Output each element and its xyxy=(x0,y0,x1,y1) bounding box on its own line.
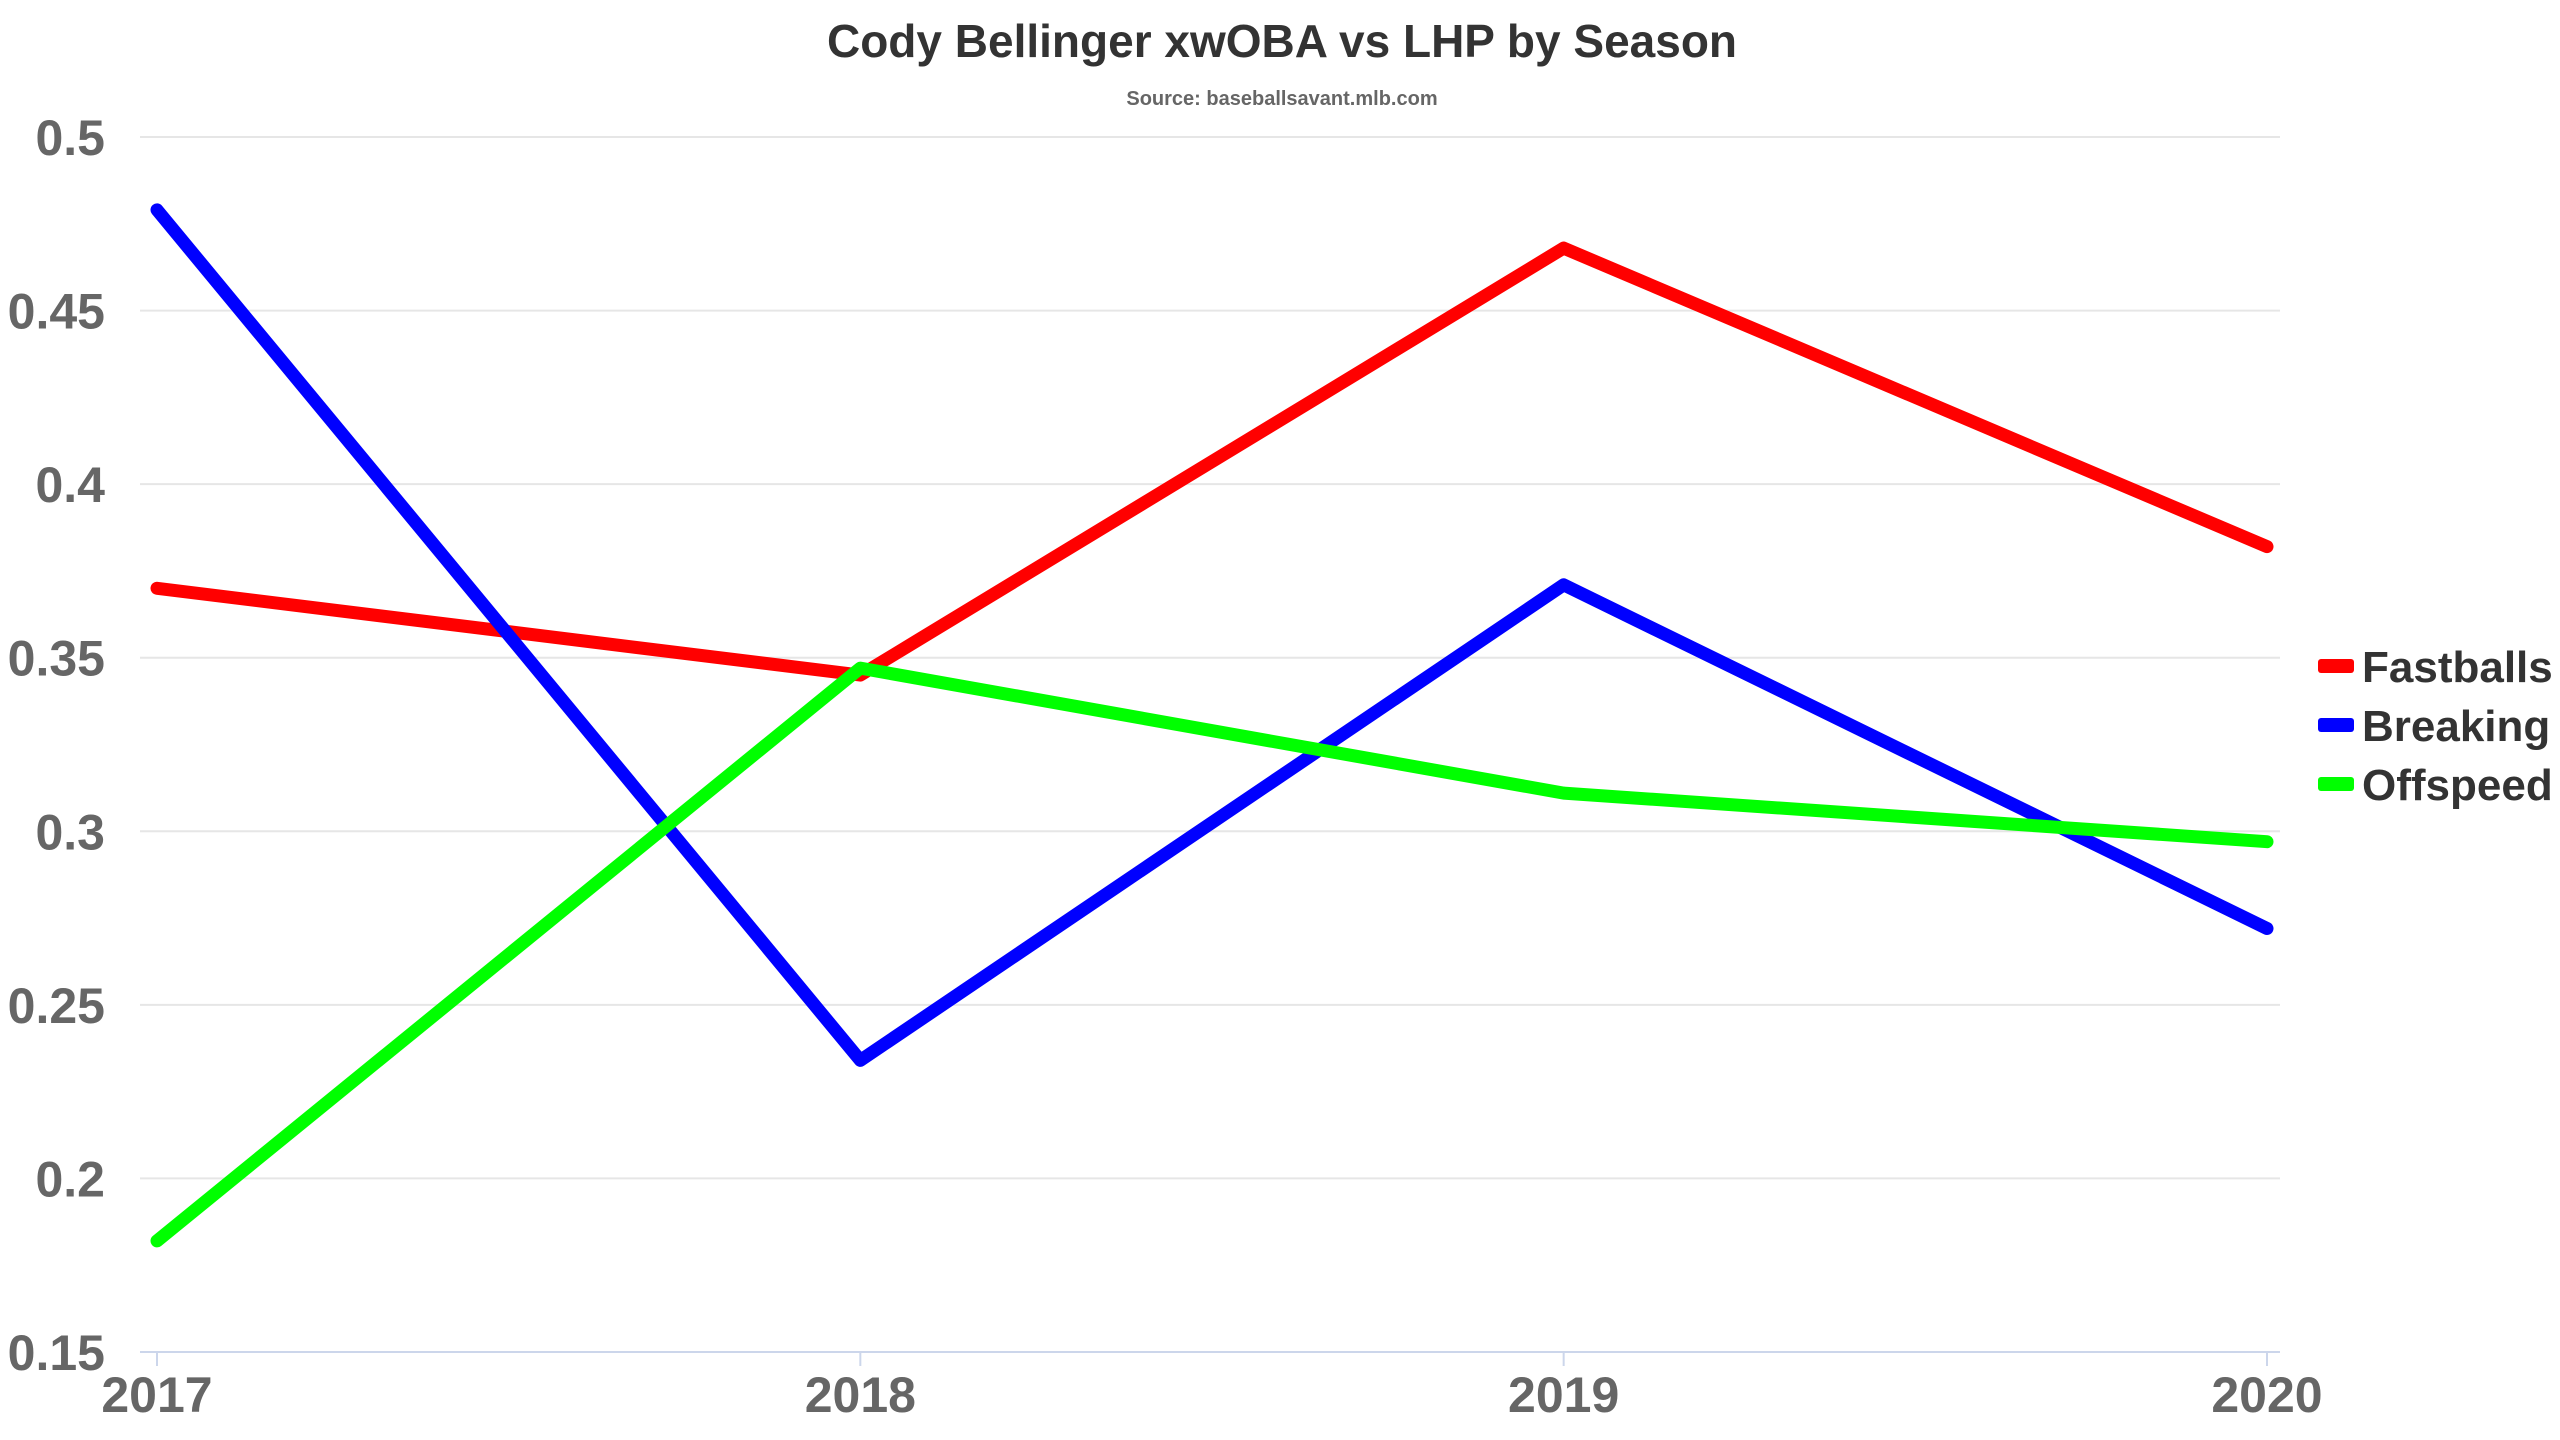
legend: Fastballs Breaking Offspeed xyxy=(2318,643,2553,810)
legend-swatch xyxy=(2318,659,2354,673)
y-tick-label: 0.4 xyxy=(35,457,105,513)
y-tick-label: 0.45 xyxy=(8,284,105,340)
legend-item-breaking[interactable]: Breaking xyxy=(2318,702,2550,751)
series-line-breaking xyxy=(150,203,2274,1067)
x-axis: 2017 2018 2019 2020 xyxy=(101,1351,2323,1423)
x-tick-label: 2017 xyxy=(101,1367,212,1423)
x-tick-label: 2019 xyxy=(1508,1367,1619,1423)
y-axis: 0.15 0.2 0.25 0.3 0.35 0.4 0.45 0.5 xyxy=(8,110,106,1381)
y-tick-label: 0.2 xyxy=(35,1151,105,1207)
y-tick-label: 0.5 xyxy=(35,110,105,166)
legend-label: Breaking xyxy=(2362,702,2550,751)
legend-label: Offspeed xyxy=(2362,761,2553,810)
series-line-offspeed xyxy=(150,661,2274,1248)
chart-title: Cody Bellinger xwOBA vs LHP by Season xyxy=(827,15,1737,67)
series-lines xyxy=(150,203,2274,1248)
y-grid-lines xyxy=(140,136,2280,1180)
legend-label: Fastballs xyxy=(2362,643,2553,692)
y-tick-label: 0.35 xyxy=(8,631,105,687)
chart-subtitle: Source: baseballsavant.mlb.com xyxy=(1126,88,1437,110)
legend-item-offspeed[interactable]: Offspeed xyxy=(2318,761,2553,810)
x-tick-label: 2020 xyxy=(2211,1367,2322,1423)
legend-item-fastballs[interactable]: Fastballs xyxy=(2318,643,2553,692)
y-tick-label: 0.3 xyxy=(35,804,105,860)
legend-swatch xyxy=(2318,718,2354,732)
series-line-fastballs xyxy=(150,241,2274,682)
legend-swatch xyxy=(2318,777,2354,791)
x-tick-label: 2018 xyxy=(805,1367,916,1423)
y-tick-label: 0.25 xyxy=(8,978,105,1034)
y-tick-label: 0.15 xyxy=(8,1325,105,1381)
